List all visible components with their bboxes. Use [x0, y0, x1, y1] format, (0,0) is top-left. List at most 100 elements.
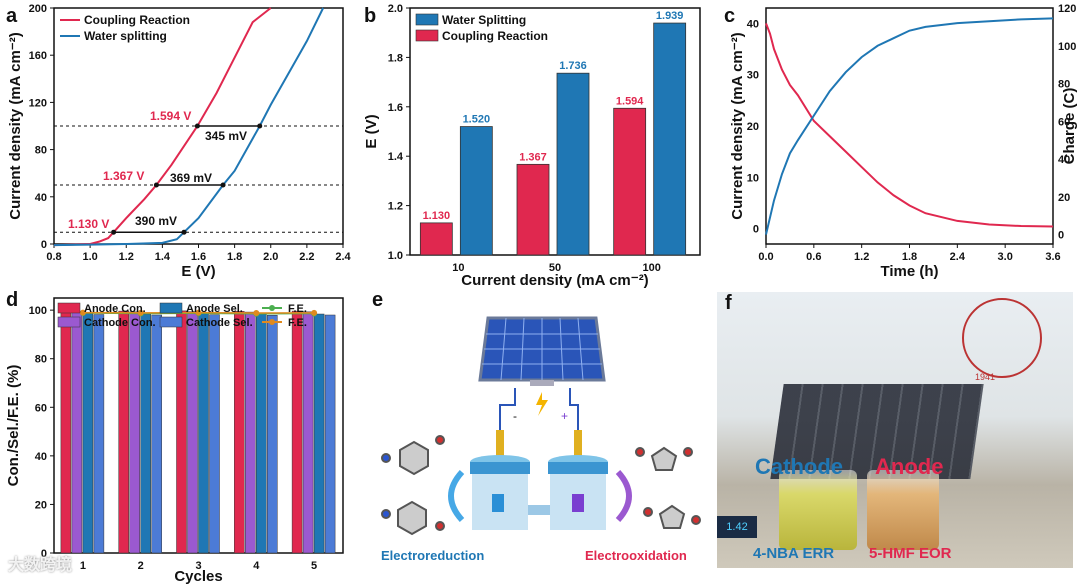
point-marker-a — [220, 182, 226, 188]
panel-d-label: d — [6, 289, 18, 311]
x-axis-label-a: E (V) — [181, 263, 215, 280]
bar-d — [140, 313, 151, 554]
panel-e-label: e — [372, 289, 383, 311]
bar-b — [653, 22, 687, 256]
cathode-electrode-icon — [496, 430, 504, 456]
y2-tick-label-c: 20 — [1058, 192, 1070, 204]
chart-a: 0.8 1.0 1.2 1.4 1.6 1.8 2.0 2.2 2.4 0 40 80 120 160 20… — [7, 3, 352, 280]
x-axis-label-c: Time (h) — [880, 263, 938, 280]
x-tick-label-a: 1.6 — [191, 251, 206, 263]
wire-left-icon — [499, 388, 516, 430]
anode-jar-icon — [867, 470, 939, 550]
legend-swatch-d — [57, 302, 81, 314]
legend-label-d: F.E. — [288, 317, 307, 329]
y-tick-label-b: 1.6 — [388, 102, 403, 114]
y-tick-label-d: 100 — [29, 305, 47, 317]
series-line-c — [765, 17, 1054, 235]
bar-value-label-b: 1.130 — [423, 210, 451, 222]
bar-d — [151, 314, 162, 554]
y-axis-label-b: E (V) — [363, 114, 380, 148]
legend-swatch-d — [159, 316, 183, 328]
bar-d — [313, 313, 325, 554]
y-tick-label-b: 1.8 — [388, 52, 403, 64]
bar-d — [129, 311, 140, 554]
chart-d: 0 20 40 60 80 100 1 2 3 4 5 Cycles Con./Sel./F.E. (%… — [5, 297, 344, 584]
point-marker-a — [181, 229, 187, 235]
legend-label-a: Water splitting — [84, 29, 167, 43]
left-cell-icon — [470, 455, 530, 530]
x-tick-label-c: 3.0 — [998, 251, 1013, 263]
solar-panel-icon — [478, 316, 606, 386]
bar-d — [209, 314, 220, 554]
y-tick-label-a: 80 — [35, 145, 47, 157]
oxidation-arrow-icon — [615, 469, 632, 523]
electrooxidation-caption: Electrooxidation — [585, 548, 687, 563]
y-axis-label-c: Current density (mA cm⁻²) — [729, 32, 746, 219]
x-tick-label-a: 2.0 — [263, 251, 278, 263]
molecule-fdca-icon — [635, 446, 693, 471]
chart-b: 1.0 1.2 1.4 1.6 1.8 2.0 10 1.130 1.520 50 1.367 1.7… — [363, 3, 701, 289]
fe-point-d — [79, 309, 86, 316]
point-marker-a — [153, 182, 159, 188]
y2-axis-label-c: Charge (C) — [1061, 88, 1078, 165]
x-tick-label-a: 1.0 — [82, 251, 97, 263]
legend-label-d: Anode Sel. — [186, 303, 243, 315]
y-tick-label-c: 0 — [753, 224, 759, 236]
legend-label-d: Cathode Sel. — [186, 317, 253, 329]
fe-point-d — [311, 309, 318, 316]
photo-f: f 1941 Cathode Anode 1.42 4-NBA ERR 5-HM… — [717, 292, 1073, 568]
annotation-a: 1.594 V — [150, 109, 191, 123]
plot-frame-b — [409, 7, 701, 256]
y-tick-label-a: 120 — [29, 97, 47, 109]
y-tick-label-b: 1.4 — [388, 151, 404, 163]
bar-d — [245, 311, 256, 554]
bar-value-label-b: 1.594 — [616, 95, 644, 107]
seal-year: 1941 — [975, 372, 996, 382]
x-tick-label-a: 2.2 — [299, 251, 314, 263]
y2-tick-label-c: 80 — [1058, 79, 1070, 91]
legend-swatch-d — [57, 316, 81, 328]
fe-point-d — [195, 309, 202, 316]
bar-b — [556, 72, 590, 256]
plot-frame-c — [765, 7, 1054, 245]
panel-f-label: f — [725, 292, 732, 314]
annotation-a: 1.130 V — [68, 217, 109, 231]
legend-label-d: F.E. — [288, 303, 307, 315]
x-tick-label-d: 4 — [253, 560, 260, 572]
nba-err-caption: 4-NBA ERR — [753, 545, 835, 562]
x-tick-label-c: 3.6 — [1045, 251, 1060, 263]
bar-d — [302, 311, 314, 554]
x-tick-label-c: 0.0 — [758, 251, 773, 263]
watermark: 大数跨境 — [8, 557, 73, 574]
bar-d — [256, 314, 267, 554]
bar-b — [613, 107, 647, 256]
electroreduction-caption: Electroreduction — [381, 548, 484, 563]
x-tick-label-c: 1.2 — [854, 251, 869, 263]
x-axis-label-d: Cycles — [174, 568, 222, 584]
wire-right-icon — [569, 388, 579, 430]
plus-sign: + — [561, 409, 568, 423]
right-cell-icon — [548, 455, 608, 530]
legend-label-d: Cathode Con. — [84, 317, 156, 329]
x-tick-label-b: 50 — [549, 262, 561, 274]
bar-d — [291, 310, 303, 554]
minus-sign: - — [513, 409, 517, 423]
legend-label-b: Water Splitting — [442, 13, 526, 27]
bar-d — [60, 310, 72, 554]
y-tick-label-a: 40 — [35, 192, 47, 204]
legend-swatch-b — [415, 13, 439, 26]
series-line-a — [53, 7, 272, 247]
bar-d — [234, 311, 245, 554]
y-axis-label-a: Current density (mA cm⁻²) — [7, 32, 24, 219]
y-tick-label-d: 20 — [35, 499, 47, 511]
cathode-jar-icon — [779, 470, 857, 550]
x-tick-label-b: 100 — [642, 262, 660, 274]
annotation-a: 345 mV — [205, 129, 247, 143]
y-tick-label-a: 160 — [29, 50, 47, 62]
anode-electrode-icon — [574, 430, 582, 456]
point-marker-a — [257, 123, 263, 129]
y-tick-label-c: 30 — [747, 70, 759, 82]
bar-d — [93, 314, 105, 554]
reduction-arrow-icon — [448, 469, 465, 523]
panel-b-label: b — [364, 5, 376, 27]
